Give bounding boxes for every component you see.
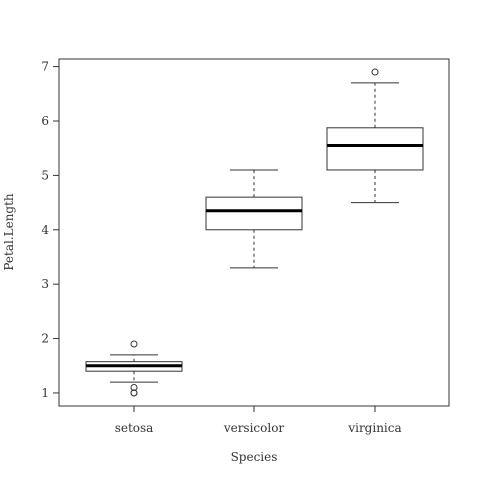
- outlier-point: [371, 68, 379, 76]
- box-virginica: [326, 68, 424, 204]
- iqr-box: [326, 127, 424, 171]
- box-versicolor: [205, 169, 303, 269]
- boxes-layer: [85, 68, 424, 397]
- x-tick-label: virginica: [347, 421, 401, 435]
- box-setosa: [85, 340, 183, 397]
- y-tick-label: 1: [41, 386, 49, 400]
- y-axis-label: Petal.Length: [2, 193, 16, 271]
- y-axis: 1 2 3 4 5 6 7: [41, 60, 59, 400]
- x-tick-label: versicolor: [223, 421, 285, 435]
- outlier-point: [130, 384, 138, 392]
- y-tick-label: 5: [41, 168, 49, 182]
- y-tick-label: 4: [41, 223, 49, 237]
- y-tick-label: 7: [41, 60, 49, 74]
- x-axis-label: Species: [231, 450, 278, 464]
- outlier-point: [130, 340, 138, 348]
- outlier-point: [130, 389, 138, 397]
- iqr-box: [205, 196, 303, 231]
- x-axis: setosa versicolor virginica: [115, 406, 402, 435]
- x-tick-label: setosa: [115, 421, 154, 435]
- y-tick-label: 2: [41, 332, 49, 346]
- y-tick-label: 6: [41, 114, 49, 128]
- y-tick-label: 3: [41, 277, 49, 291]
